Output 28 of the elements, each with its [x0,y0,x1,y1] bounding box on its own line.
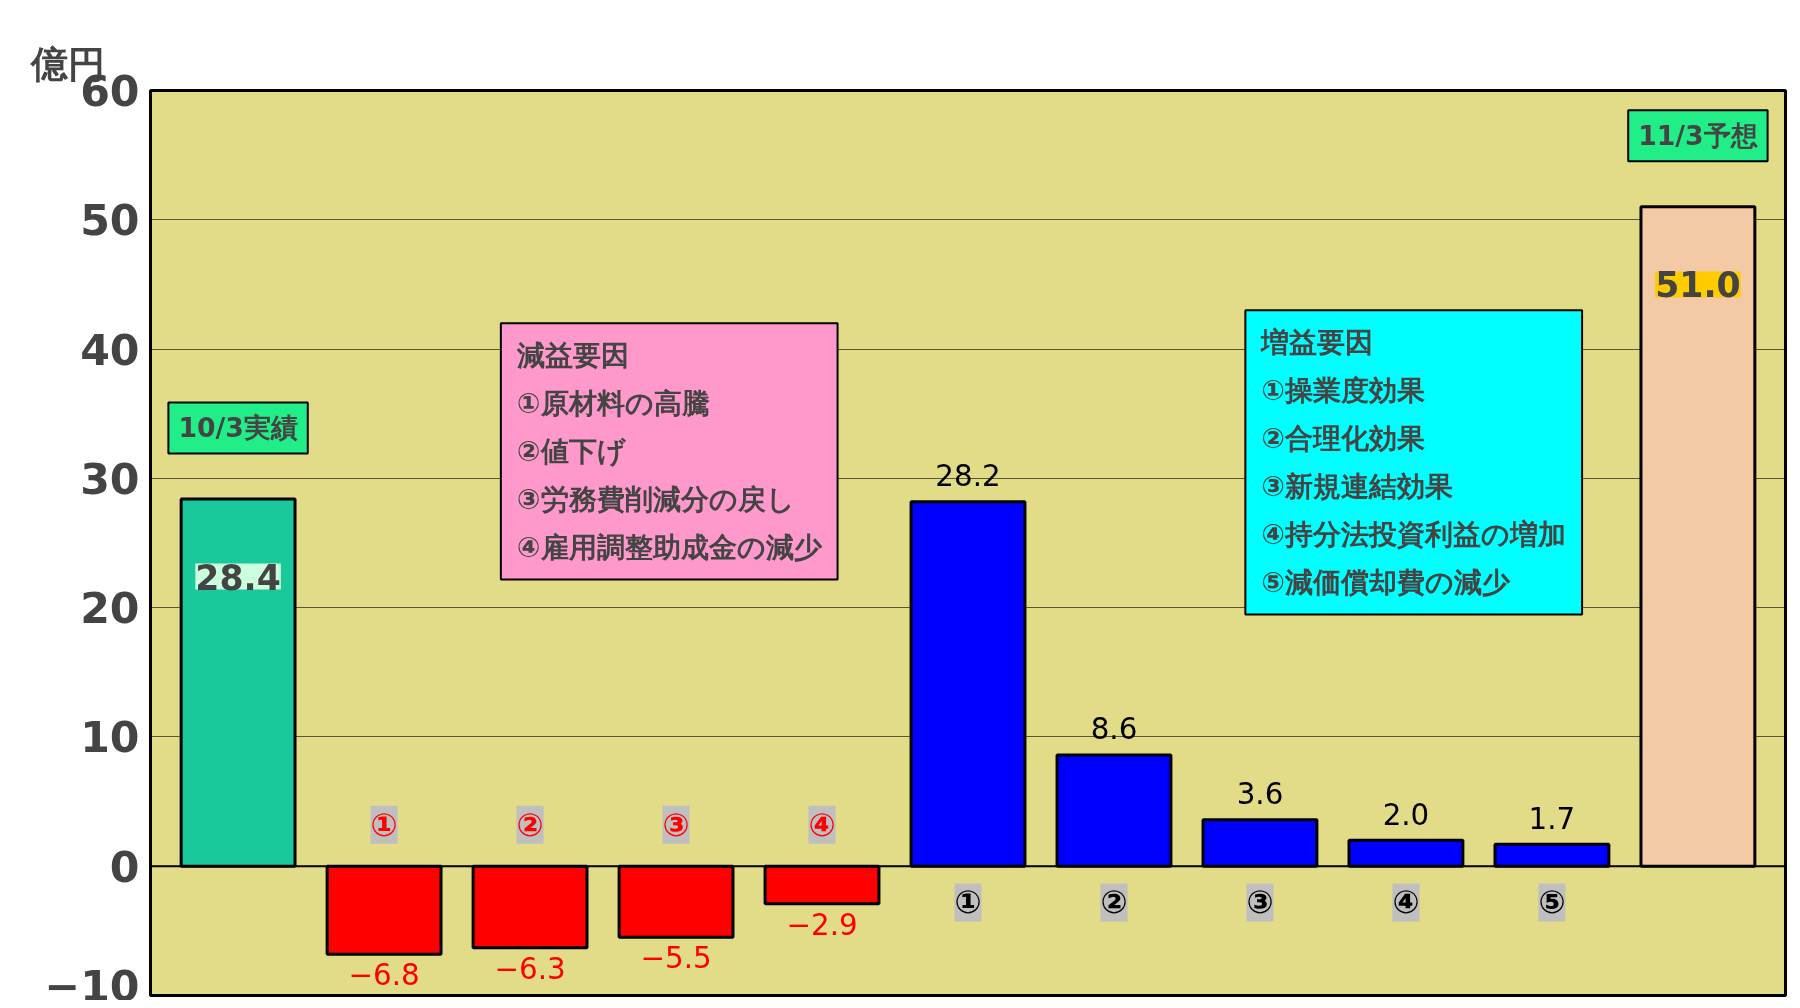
data-label: −2.9 [786,907,858,942]
x-tick-label: ③ [662,805,690,844]
data-label: −6.8 [348,958,420,993]
data-label: 28.4 [195,557,281,598]
data-label: −5.5 [640,941,712,976]
y-tick-label: 50 [80,195,140,246]
x-tick-label: ② [516,805,544,844]
data-label: 51.0 [1655,265,1741,306]
y-tick-label: 40 [80,324,140,375]
x-tick-label: ④ [1392,883,1420,922]
x-tick-label: ④ [808,805,836,844]
data-label: −6.3 [494,951,566,986]
annotation: 増益要因 ①操業度効果 ②合理化効果 ③新規連結効果 ④持分法投資利益の増加 ⑤減価償却費の減少 [1260,326,1567,599]
x-tick-label: ① [370,805,398,844]
x-tick-label: ① [954,883,982,922]
annotation: 減益要因 ①原材料の高騰 ②値下げ ③労務費削減分の戻し ④雇用調整助成金の減少 [515,339,823,564]
y-tick-label: 0 [109,841,140,892]
data-label: 2.0 [1382,797,1430,832]
data-label: 3.6 [1236,777,1284,812]
x-tick-label: ② [1100,883,1128,922]
x-tick-label: 10/3実績 [178,412,298,444]
y-tick-label: 30 [80,453,140,504]
x-tick-label: ③ [1246,883,1274,922]
y-tick-label: 20 [80,583,140,634]
x-tick-label: 11/3予想 [1638,120,1758,152]
x-tick-label: ⑤ [1538,883,1566,922]
y-tick-label: 10 [80,712,140,763]
data-label: 1.7 [1528,801,1576,836]
